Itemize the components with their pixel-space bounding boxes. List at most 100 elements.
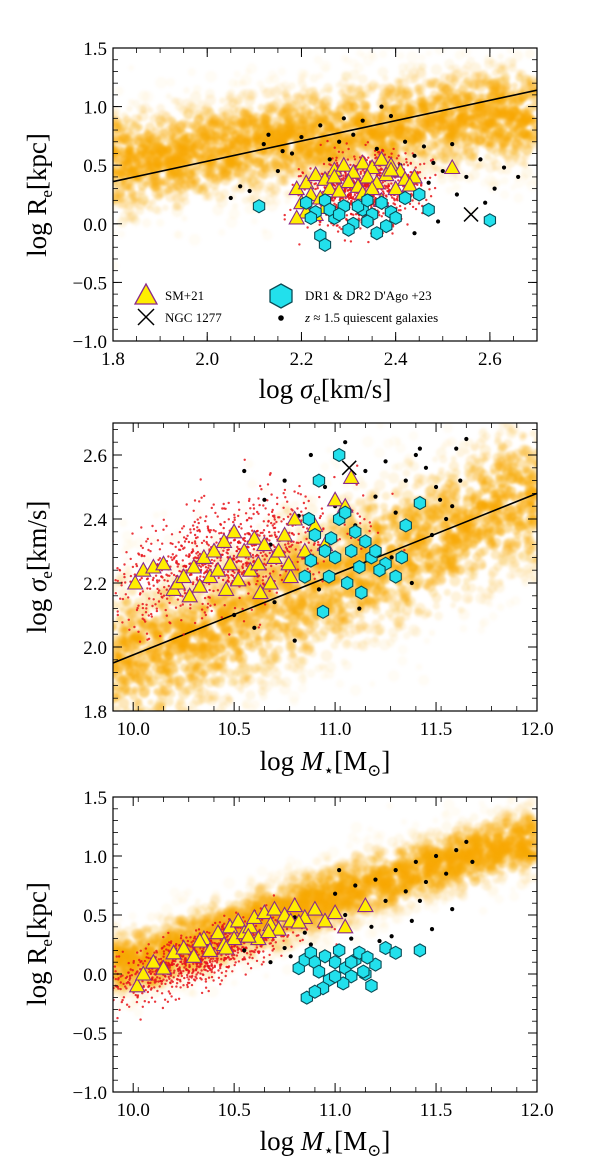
red-point <box>348 194 350 196</box>
density-point <box>485 174 496 185</box>
density-point <box>142 218 151 227</box>
density-point <box>394 128 405 139</box>
density-point <box>157 145 167 155</box>
dago-point <box>319 238 330 251</box>
density-point <box>100 196 107 203</box>
density-point <box>86 144 97 155</box>
density-point <box>89 136 100 147</box>
dago-point <box>414 188 425 201</box>
density-point <box>317 72 324 79</box>
density-point <box>515 155 526 166</box>
density-point <box>517 33 526 42</box>
density-point <box>155 77 167 89</box>
red-point <box>411 199 413 201</box>
density-point <box>444 133 454 143</box>
density-point <box>258 169 266 177</box>
red-point <box>429 177 431 179</box>
density-point <box>373 125 380 132</box>
density-point <box>128 65 134 71</box>
density-point <box>282 180 289 187</box>
density-point <box>418 54 426 62</box>
z15-point <box>276 169 280 173</box>
density-point <box>445 471 452 478</box>
red-point <box>423 163 425 165</box>
red-point <box>392 148 394 150</box>
density-point <box>246 63 257 74</box>
density-point <box>76 182 87 193</box>
density-point <box>497 53 504 60</box>
density-point <box>520 95 527 102</box>
density-point <box>109 116 120 127</box>
legend-z15-dot-icon <box>278 315 284 321</box>
density-point <box>92 133 104 145</box>
red-point <box>337 230 339 232</box>
density-point <box>149 715 160 726</box>
density-point <box>434 395 445 406</box>
z15-point <box>412 154 416 158</box>
z15-point <box>299 135 303 139</box>
density-point <box>452 65 460 73</box>
red-point <box>300 175 302 177</box>
red-point <box>350 200 352 202</box>
red-point <box>346 214 348 216</box>
density-point <box>343 122 351 130</box>
red-point <box>298 168 300 170</box>
density-point <box>295 157 302 164</box>
z15-point <box>441 169 445 173</box>
density-point <box>173 231 181 239</box>
z15-point <box>248 189 252 193</box>
density-point <box>83 180 93 190</box>
density-point <box>334 598 341 605</box>
density-point <box>385 43 391 49</box>
density-point <box>100 176 111 187</box>
red-point <box>342 151 344 153</box>
y-tick-label: −0.5 <box>73 273 107 294</box>
red-point <box>382 212 384 214</box>
density-point <box>219 702 228 711</box>
density-point <box>240 109 249 118</box>
red-point <box>420 184 422 186</box>
density-cloud <box>69 10 552 272</box>
z15-point <box>290 151 294 155</box>
density-point <box>162 205 169 212</box>
z15-point <box>436 219 440 223</box>
density-point <box>414 84 425 95</box>
density-point <box>530 430 537 437</box>
density-point <box>166 93 172 99</box>
density-point <box>81 139 91 149</box>
density-point <box>321 650 333 662</box>
density-point <box>178 151 184 157</box>
density-point <box>70 98 82 110</box>
density-point <box>168 724 176 732</box>
red-point <box>397 155 399 157</box>
density-point <box>71 209 78 216</box>
density-point <box>124 201 133 210</box>
density-point <box>397 656 407 666</box>
density-point <box>432 593 442 603</box>
density-point <box>205 71 217 83</box>
density-point <box>489 612 498 621</box>
density-point <box>232 203 238 209</box>
density-point <box>361 100 371 110</box>
density-point <box>307 158 314 165</box>
density-point <box>99 192 107 200</box>
density-point <box>471 453 478 460</box>
density-point <box>193 85 202 94</box>
density-point <box>201 734 212 745</box>
density-point <box>419 131 425 137</box>
density-point <box>118 134 127 143</box>
red-point <box>419 163 421 165</box>
density-point <box>432 456 438 462</box>
density-point <box>432 96 439 103</box>
density-point <box>499 146 505 152</box>
density-point <box>188 68 196 76</box>
density-point <box>178 196 185 203</box>
red-point <box>388 156 390 158</box>
density-point <box>428 129 435 136</box>
density-point <box>230 130 239 139</box>
y-tick-label: 1.5 <box>83 39 107 60</box>
z15-point <box>318 123 322 127</box>
density-point <box>98 760 107 769</box>
density-point <box>404 62 416 74</box>
density-point <box>378 67 389 78</box>
